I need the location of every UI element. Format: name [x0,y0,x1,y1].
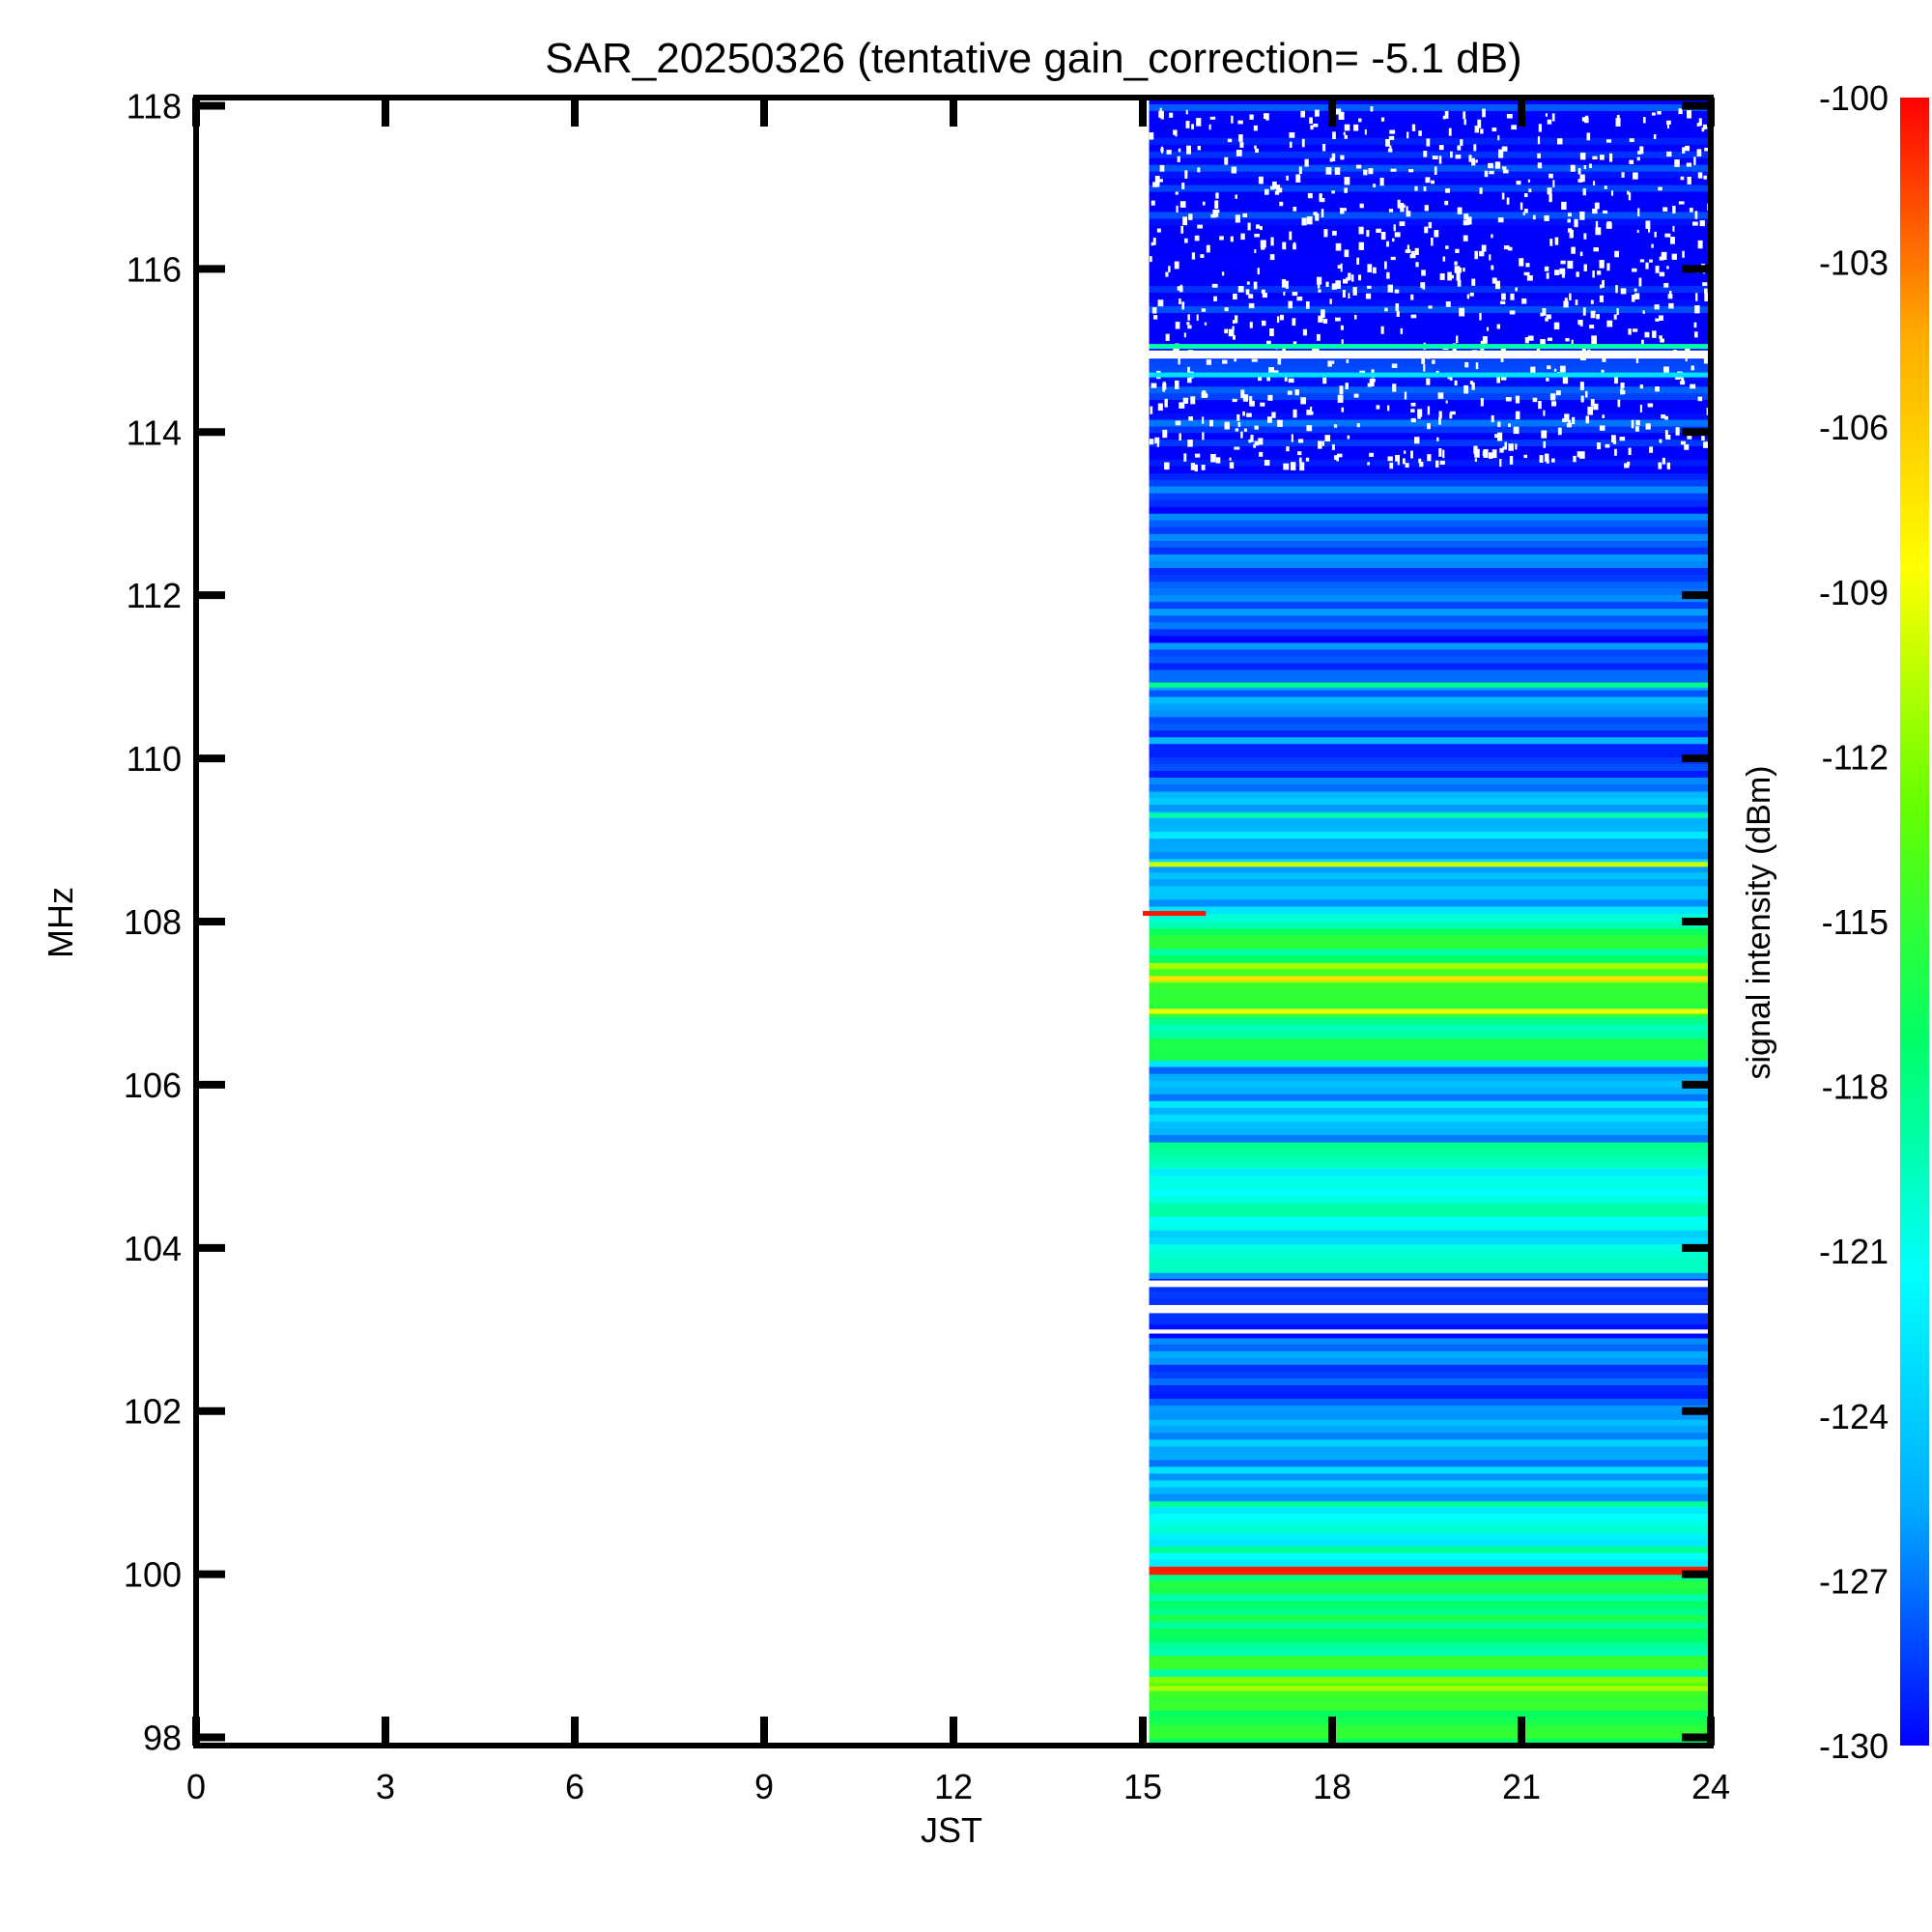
emission-line [1149,862,1711,867]
colorbar-tick-label: -118 [1822,1067,1889,1107]
y-tick-label: 114 [127,412,182,452]
heatmap-band [1149,1574,1711,1677]
noise-texture [1149,106,1711,472]
x-tick-label: 21 [1502,1767,1541,1806]
y-tick-label: 104 [124,1229,182,1268]
emission-line [1149,344,1711,350]
heatmap-band [1149,98,1711,368]
heatmap-band [1149,790,1711,915]
x-tick-label: 3 [376,1767,395,1806]
heatmap-data [1143,98,1711,1746]
emission-line [1149,372,1711,378]
colorbar-tick-label: -130 [1819,1726,1889,1766]
y-tick-label: 100 [124,1555,182,1595]
data-gap [1149,350,1711,359]
heatmap-band [1149,922,1711,963]
y-tick-label: 110 [127,739,182,779]
colorbar-tick-label: -121 [1819,1232,1889,1271]
data-gap [1149,1304,1711,1314]
emission-line [1143,911,1207,917]
y-tick-label: 116 [127,249,182,289]
heatmap-band [1149,472,1711,678]
heatmap-band [1149,1419,1711,1502]
heatmap-band [1149,1003,1711,1062]
heatmap-band [1149,1337,1711,1420]
x-axis-label: JST [921,1810,982,1850]
heatmap-band [1149,962,1711,1005]
y-tick-labels: 98 100 102 104 106 108 110 112 114 116 118 [124,86,182,1757]
x-tick-label: 6 [565,1767,584,1806]
heatmap-band [1149,1566,1711,1576]
y-tick-label: 98 [143,1719,182,1758]
emission-line [1149,682,1711,688]
x-tick-labels: 0 3 6 9 12 15 18 21 24 [186,1767,1730,1806]
y-axis-label: MHz [41,887,80,958]
emission-line [1149,1686,1711,1691]
emission-line [1149,812,1711,818]
x-tick-label: 18 [1313,1767,1351,1806]
colorbar-tick-label: -127 [1819,1561,1889,1601]
heatmap-band [1149,913,1711,923]
heatmap-band [1149,1060,1711,1143]
emission-line [1149,976,1711,981]
colorbar [1900,98,1929,1746]
emission-line [1149,1009,1711,1014]
plot-frame [193,95,1714,1748]
colorbar-tick-label: -109 [1819,573,1889,612]
heatmap-band [1149,676,1711,792]
heatmap-band [1149,1500,1711,1567]
colorbar-label: signal intensity (dBm) [1741,765,1777,1079]
heatmap-band [1149,1696,1711,1746]
axis-ticks [192,98,1715,1746]
colorbar-tick-label: -106 [1819,408,1889,447]
x-tick-label: 9 [754,1767,774,1806]
y-tick-label: 108 [124,902,182,942]
x-tick-label: 12 [934,1767,973,1806]
colorbar-tick-label: -103 [1819,243,1889,283]
y-tick-label: 106 [124,1065,182,1105]
heatmap-band [1149,1142,1711,1225]
colorbar-tick-label: -115 [1822,902,1889,942]
data-gap [1149,1329,1711,1334]
colorbar-tick-label: -100 [1819,78,1889,118]
colorbar-tick-label: -124 [1819,1397,1889,1436]
x-tick-label: 24 [1691,1767,1730,1806]
y-tick-label: 112 [127,576,182,615]
x-tick-label: 0 [186,1767,206,1806]
heatmap-band [1149,1223,1711,1273]
colorbar-tick-label: -112 [1822,737,1889,777]
x-tick-label: 15 [1123,1767,1162,1806]
chart-title: SAR_20250326 (tentative gain_correction=… [545,35,1521,82]
y-tick-label: 118 [127,86,182,126]
colorbar-tick-labels: -100 -103 -106 -109 -112 -115 -118 -121 -124 -127… [1819,78,1889,1766]
y-tick-label: 102 [124,1392,182,1432]
data-gap [1149,1280,1711,1288]
